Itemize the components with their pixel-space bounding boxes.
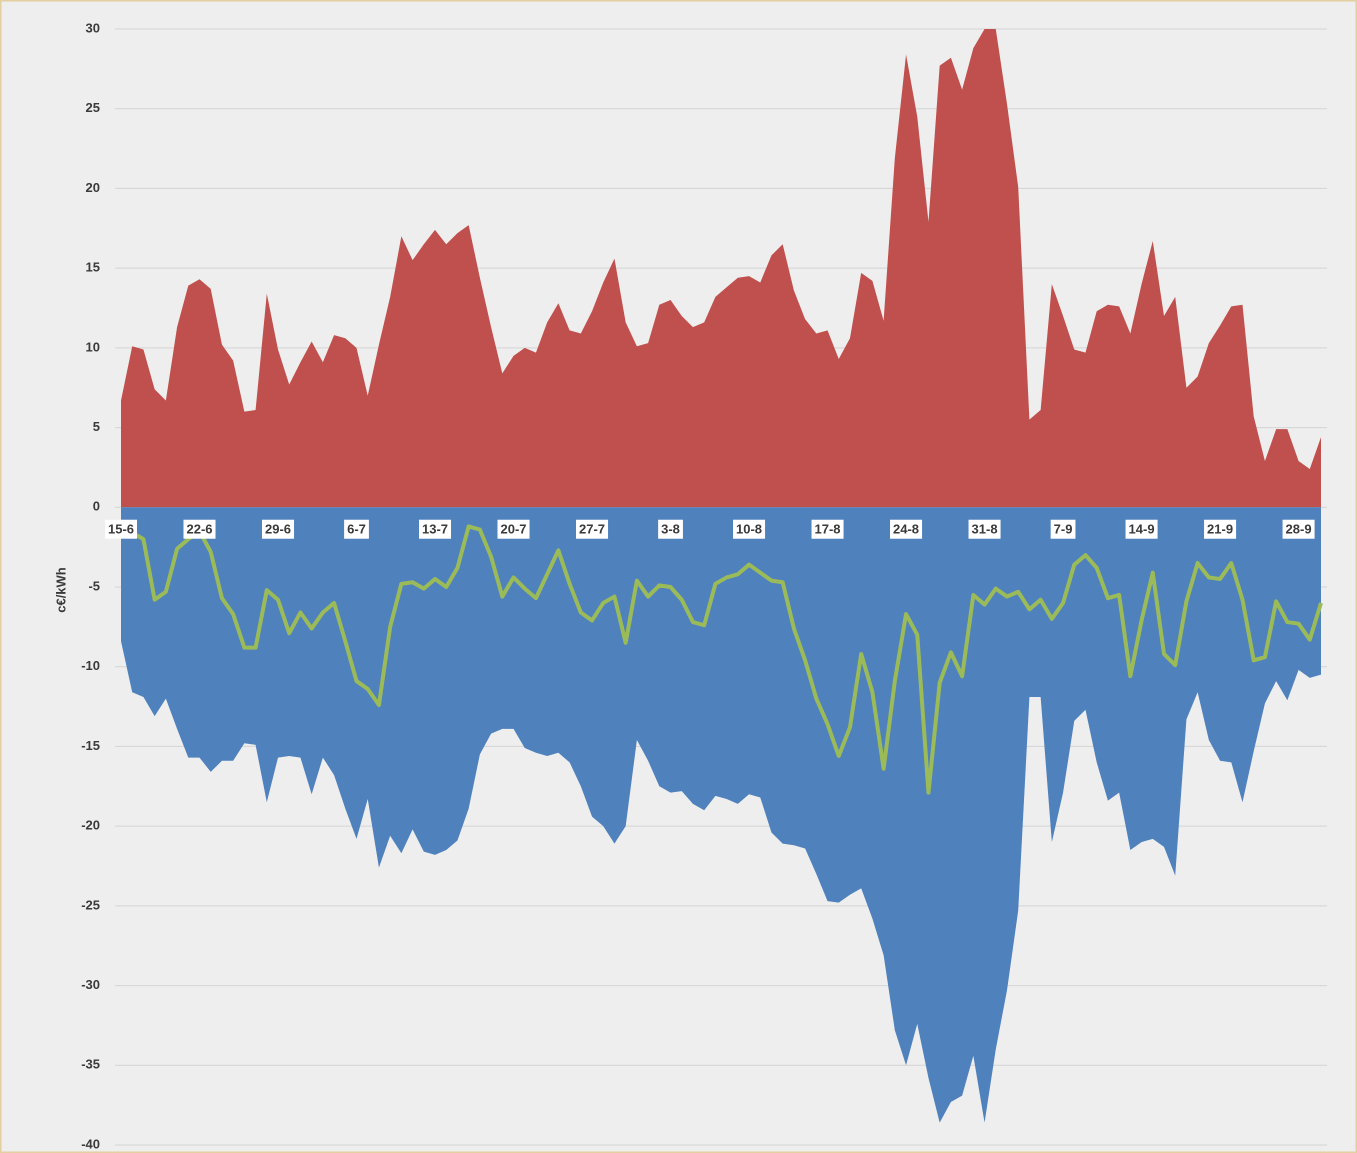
x-tick-label: 22-6	[186, 522, 212, 537]
x-tick-label-background	[1125, 519, 1158, 539]
x-tick-label: 15-6	[108, 522, 134, 537]
x-tick-label: 27-7	[579, 522, 605, 537]
y-tick-label: 5	[93, 419, 100, 434]
x-tick-label-background	[344, 519, 369, 539]
area	[121, 507, 1321, 1123]
x-tick-label-background	[1050, 519, 1076, 539]
y-tick-label: 30	[86, 20, 100, 35]
x-tick-label: 3-8	[661, 522, 680, 537]
x-tick-label-background	[183, 519, 216, 539]
x-tick-label: 14-9	[1129, 522, 1155, 537]
y-tick-label: -5	[88, 578, 100, 593]
x-tick-label-background	[576, 519, 609, 539]
line	[120, 524, 1323, 795]
area	[121, 29, 1321, 508]
x-tick-label: 6-7	[347, 522, 366, 537]
y-tick-label: -40	[81, 1136, 100, 1151]
x-tick-label: 13-7	[422, 522, 448, 537]
y-tick-label: -25	[81, 897, 100, 912]
x-tick-label-background	[497, 519, 530, 539]
y-axis-title: c€/kWh	[53, 567, 68, 613]
y-tick-label: 25	[86, 100, 100, 115]
x-tick-label-background	[811, 519, 844, 539]
x-tick-label-background	[733, 519, 766, 539]
x-tick-label-background	[261, 519, 295, 539]
y-tick-label: -10	[81, 658, 100, 673]
y-tick-label: 20	[86, 180, 100, 195]
x-tick-label: 31-8	[972, 522, 998, 537]
x-tick-label: 20-7	[501, 522, 527, 537]
y-tick-label: 0	[93, 499, 100, 514]
x-tick-label: 28-9	[1286, 522, 1312, 537]
x-tick-label-background	[1204, 519, 1237, 539]
x-tick-label: 24-8	[893, 522, 919, 537]
x-tick-label-background	[658, 519, 683, 539]
y-tick-label: 10	[86, 339, 100, 354]
x-tick-label: 7-9	[1054, 522, 1073, 537]
y-tick-label: -20	[81, 818, 100, 833]
y-tick-label: -15	[81, 738, 100, 753]
x-tick-label-background	[1282, 519, 1315, 539]
x-tick-label-background	[968, 519, 1001, 539]
y-tick-label: 15	[86, 260, 100, 275]
x-tick-label: 17-8	[815, 522, 841, 537]
y-tick-label: -35	[81, 1057, 100, 1072]
x-tick-label: 21-9	[1207, 522, 1233, 537]
x-tick-label-background	[890, 519, 923, 539]
x-tick-label-background	[104, 519, 138, 539]
x-tick-label: 10-8	[736, 522, 762, 537]
y-tick-label: -30	[81, 977, 100, 992]
x-tick-label-background	[419, 519, 452, 539]
x-tick-label: 29-6	[265, 522, 291, 537]
